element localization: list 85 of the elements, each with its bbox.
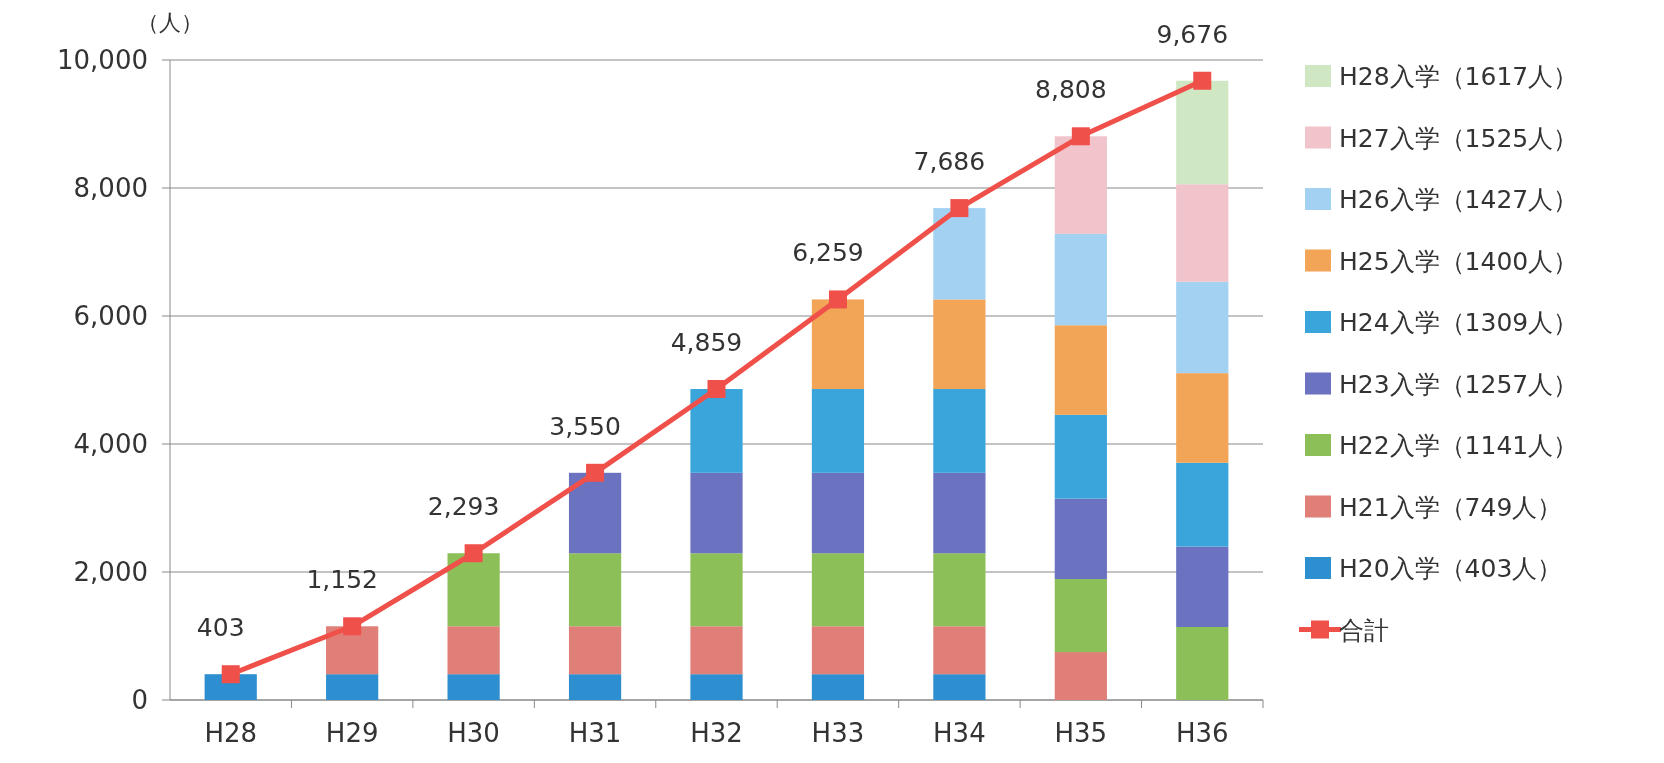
data-label: 7,686 bbox=[913, 147, 986, 177]
legend-label: 合計 bbox=[1339, 615, 1389, 645]
point bbox=[586, 463, 605, 482]
x-tick-label: H35 bbox=[1054, 718, 1108, 748]
x-tick-label: H29 bbox=[325, 718, 379, 748]
bar bbox=[690, 389, 743, 473]
bar bbox=[1176, 546, 1229, 627]
bar bbox=[447, 674, 500, 700]
bar bbox=[568, 626, 622, 675]
bar bbox=[1176, 462, 1229, 547]
bar bbox=[690, 553, 743, 627]
y-tick-label: 10,000 bbox=[57, 45, 148, 75]
data-label: 6,259 bbox=[792, 238, 864, 268]
bar bbox=[1176, 184, 1229, 282]
x-tick-label: H33 bbox=[811, 718, 865, 748]
bar bbox=[1176, 373, 1229, 463]
bar bbox=[690, 626, 743, 675]
bar bbox=[690, 674, 743, 700]
bar bbox=[447, 553, 500, 627]
bar bbox=[1054, 136, 1107, 234]
bar bbox=[811, 626, 865, 675]
data-label: 1,152 bbox=[306, 565, 378, 595]
bar bbox=[933, 389, 986, 473]
bar bbox=[933, 472, 986, 554]
point bbox=[343, 617, 362, 636]
point bbox=[464, 544, 483, 563]
bar bbox=[811, 553, 865, 627]
x-tick-label: H34 bbox=[933, 718, 986, 748]
bar bbox=[933, 553, 986, 627]
point bbox=[1193, 71, 1212, 90]
bar bbox=[1054, 498, 1107, 580]
bar bbox=[690, 472, 743, 554]
bar bbox=[1176, 626, 1229, 700]
y-axis-title: （人） bbox=[137, 10, 203, 35]
bar bbox=[933, 626, 986, 675]
y-tick-label: 8,000 bbox=[73, 173, 148, 203]
data-label: 8,808 bbox=[1035, 75, 1107, 105]
bar bbox=[568, 553, 622, 627]
legend-label: H23入学（1257人） bbox=[1339, 369, 1579, 399]
x-tick-label: H31 bbox=[568, 718, 622, 748]
bar bbox=[326, 626, 379, 675]
data-label: 403 bbox=[196, 613, 245, 643]
bar bbox=[568, 674, 622, 700]
point bbox=[1071, 127, 1090, 146]
bar bbox=[1054, 579, 1107, 653]
data-label: 4,859 bbox=[670, 328, 743, 358]
x-tick-label: H32 bbox=[690, 718, 743, 748]
bar bbox=[1176, 281, 1229, 374]
bar bbox=[1054, 325, 1107, 415]
point bbox=[828, 290, 847, 309]
legend-label: H20入学（403人） bbox=[1339, 554, 1563, 583]
bar bbox=[811, 389, 865, 473]
data-label: 3,550 bbox=[549, 411, 621, 441]
legend-label: H28入学（1617人） bbox=[1339, 62, 1579, 91]
bar bbox=[933, 674, 986, 700]
y-tick-label: 4,000 bbox=[73, 429, 148, 459]
bar bbox=[326, 674, 379, 700]
point bbox=[707, 380, 726, 399]
bar bbox=[933, 208, 986, 300]
bar bbox=[1054, 233, 1107, 326]
y-tick-label: 2,000 bbox=[73, 557, 148, 587]
point bbox=[221, 665, 240, 684]
x-tick-label: H30 bbox=[447, 718, 500, 748]
point bbox=[950, 199, 969, 218]
bar bbox=[1054, 652, 1107, 700]
bar bbox=[933, 299, 986, 390]
bar bbox=[811, 674, 865, 700]
bar bbox=[811, 472, 865, 554]
legend-label: H24入学（1309人） bbox=[1339, 308, 1579, 337]
legend-label: H22入学（1141人） bbox=[1339, 431, 1579, 460]
legend-label: H27入学（1525人） bbox=[1339, 123, 1579, 153]
legend-label: H21入学（749人） bbox=[1339, 492, 1563, 522]
bar bbox=[1176, 80, 1229, 185]
bar bbox=[447, 626, 500, 675]
y-tick-label: 6,000 bbox=[73, 301, 148, 331]
x-tick-label: H28 bbox=[204, 718, 258, 748]
legend-label: H26入学（1427人） bbox=[1339, 185, 1579, 214]
y-tick-label: 0 bbox=[131, 685, 148, 715]
x-tick-label: H36 bbox=[1175, 718, 1229, 748]
bar bbox=[1054, 414, 1107, 499]
legend-label: H25入学（1400人） bbox=[1339, 246, 1579, 276]
bar bbox=[811, 299, 865, 390]
bar bbox=[568, 472, 622, 554]
data-label: 2,293 bbox=[427, 492, 500, 522]
data-label: 9,676 bbox=[1156, 19, 1229, 49]
